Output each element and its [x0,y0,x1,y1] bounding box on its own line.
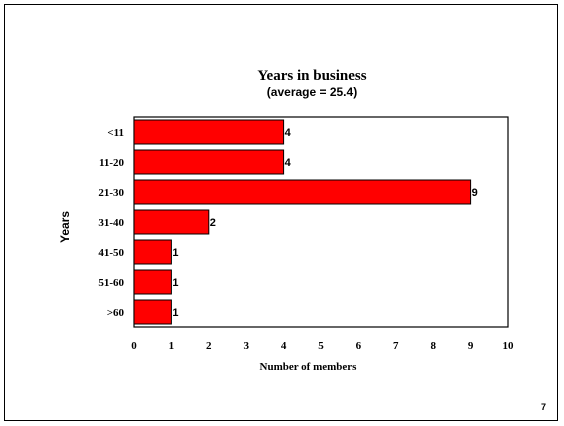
bars-group: 4 4 9 2 1 1 1 [133,119,478,325]
x-tick-7: 7 [393,340,399,352]
category-label-1: 11-20 [99,157,125,169]
x-axis-label: Number of members [260,361,358,373]
bar-4 [133,239,172,265]
category-labels: <11 11-20 21-30 31-40 41-50 51-60 >60 [98,127,124,319]
bar-1 [133,149,285,175]
x-tick-6: 6 [356,340,362,352]
x-tick-3: 3 [243,340,249,352]
category-label-3: 31-40 [98,217,124,229]
x-tick-5: 5 [318,340,324,352]
x-tick-labels: 0 1 2 3 4 5 6 7 8 9 10 [131,340,514,352]
data-label-4: 1 [172,247,178,259]
bar-3 [133,209,210,235]
data-label-0: 4 [285,127,292,139]
category-label-6: >60 [107,307,125,319]
bar-5 [133,269,172,295]
x-tick-1: 1 [169,340,175,352]
bar-chart: Years in business (average = 25.4) 44921… [58,68,514,373]
category-label-4: 41-50 [98,247,124,259]
x-tick-10: 10 [503,340,515,352]
data-label-2: 9 [472,187,478,199]
bar-0 [133,119,285,145]
category-label-5: 51-60 [98,277,124,289]
chart-subtitle: (average = 25.4) [267,85,357,99]
x-tick-2: 2 [206,340,212,352]
data-label-5: 1 [172,277,178,289]
data-label-3: 2 [210,217,216,229]
data-label-6: 1 [172,307,178,319]
page-number: 7 [540,402,546,412]
category-label-2: 21-30 [98,187,124,199]
y-axis-label: Years [58,211,72,243]
bar-6 [133,299,172,325]
x-tick-4: 4 [281,340,287,352]
data-label-1: 4 [285,157,292,169]
bar-2 [133,179,472,205]
category-label-0: <11 [107,127,124,139]
chart-title: Years in business [257,68,366,84]
x-tick-0: 0 [131,340,137,352]
x-tick-8: 8 [430,340,436,352]
x-tick-9: 9 [468,340,474,352]
